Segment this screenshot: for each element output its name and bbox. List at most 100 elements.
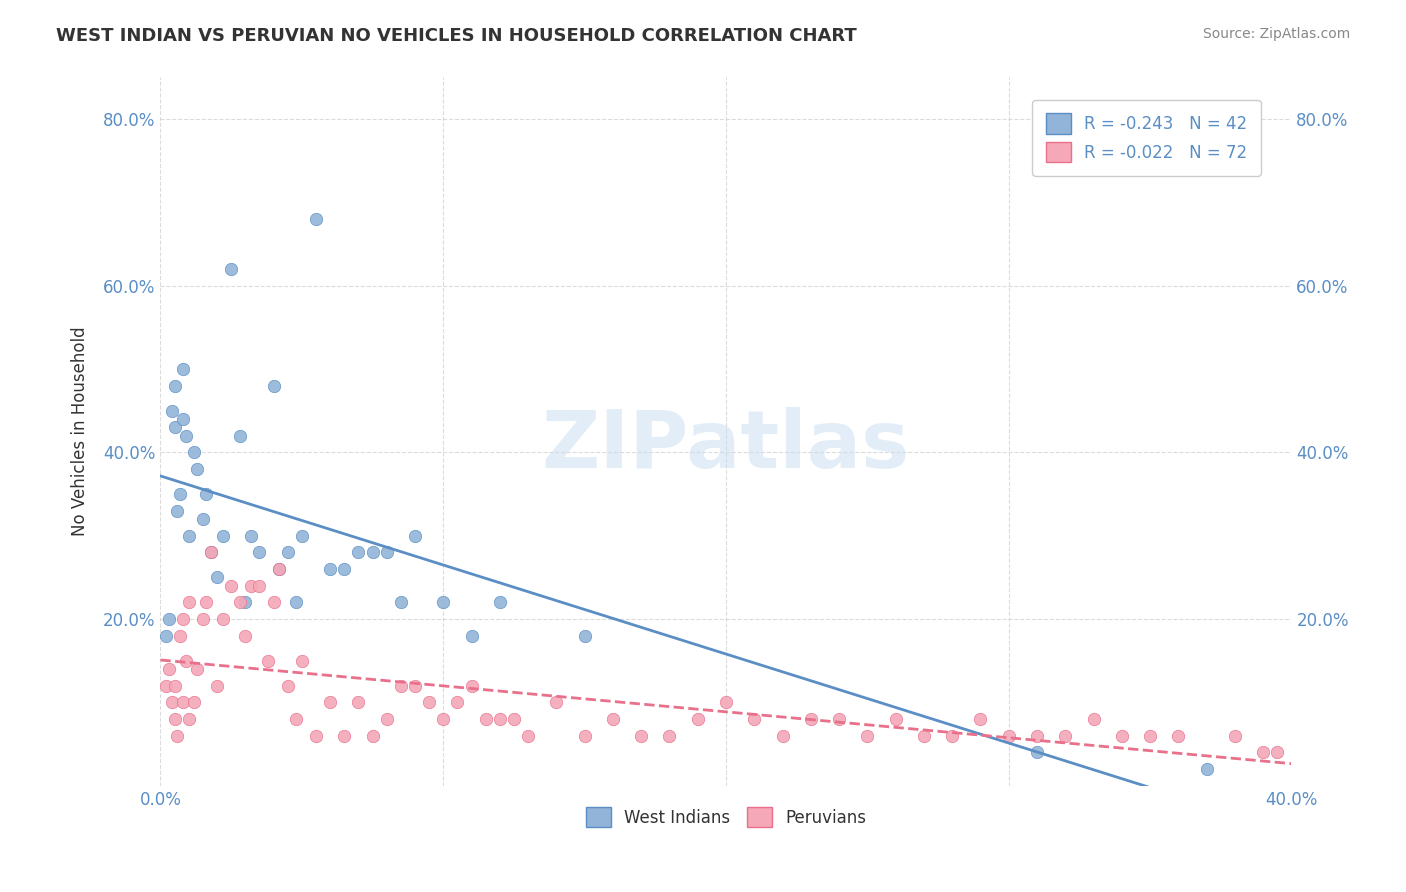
Point	[742, 712, 765, 726]
Point	[285, 595, 308, 609]
Point	[305, 212, 328, 227]
Point	[177, 595, 200, 609]
Point	[205, 570, 228, 584]
Point	[800, 712, 823, 726]
Point	[333, 562, 356, 576]
Point	[969, 712, 991, 726]
Point	[277, 679, 299, 693]
Point	[172, 362, 194, 376]
Point	[186, 462, 208, 476]
Point	[277, 545, 299, 559]
Point	[249, 545, 271, 559]
Point	[375, 712, 398, 726]
Point	[333, 729, 356, 743]
Point	[389, 679, 412, 693]
Point	[319, 562, 342, 576]
Point	[160, 404, 183, 418]
Point	[432, 712, 454, 726]
Point	[169, 487, 191, 501]
Point	[488, 595, 510, 609]
Point	[460, 629, 482, 643]
Y-axis label: No Vehicles in Household: No Vehicles in Household	[72, 326, 89, 536]
Point	[172, 412, 194, 426]
Point	[517, 729, 540, 743]
Point	[160, 696, 183, 710]
Point	[574, 729, 596, 743]
Point	[205, 679, 228, 693]
Point	[432, 595, 454, 609]
Point	[191, 512, 214, 526]
Point	[375, 545, 398, 559]
Point	[658, 729, 681, 743]
Point	[169, 629, 191, 643]
Point	[155, 629, 177, 643]
Point	[1251, 746, 1274, 760]
Point	[285, 712, 308, 726]
Point	[263, 378, 285, 392]
Point	[163, 679, 186, 693]
Point	[1139, 729, 1161, 743]
Point	[997, 729, 1019, 743]
Point	[884, 712, 907, 726]
Point	[361, 545, 384, 559]
Point	[166, 504, 188, 518]
Point	[856, 729, 879, 743]
Point	[347, 696, 370, 710]
Point	[347, 545, 370, 559]
Point	[941, 729, 963, 743]
Point	[157, 662, 180, 676]
Point	[404, 679, 426, 693]
Text: ZIPatlas: ZIPatlas	[541, 407, 910, 484]
Point	[157, 612, 180, 626]
Point	[474, 712, 496, 726]
Point	[291, 529, 314, 543]
Point	[1026, 729, 1049, 743]
Point	[155, 679, 177, 693]
Point	[418, 696, 440, 710]
Point	[630, 729, 652, 743]
Point	[211, 529, 233, 543]
Point	[263, 595, 285, 609]
Point	[446, 696, 468, 710]
Point	[172, 612, 194, 626]
Point	[219, 579, 242, 593]
Point	[305, 729, 328, 743]
Point	[1265, 746, 1288, 760]
Point	[269, 562, 291, 576]
Point	[183, 696, 205, 710]
Point	[174, 429, 197, 443]
Point	[249, 579, 271, 593]
Point	[166, 729, 188, 743]
Point	[177, 529, 200, 543]
Point	[163, 420, 186, 434]
Point	[389, 595, 412, 609]
Point	[269, 562, 291, 576]
Point	[772, 729, 794, 743]
Point	[228, 595, 250, 609]
Point	[319, 696, 342, 710]
Point	[183, 445, 205, 459]
Point	[1026, 746, 1049, 760]
Text: WEST INDIAN VS PERUVIAN NO VEHICLES IN HOUSEHOLD CORRELATION CHART: WEST INDIAN VS PERUVIAN NO VEHICLES IN H…	[56, 27, 858, 45]
Point	[191, 612, 214, 626]
Point	[219, 262, 242, 277]
Point	[291, 654, 314, 668]
Point	[172, 696, 194, 710]
Point	[1195, 762, 1218, 776]
Point	[233, 629, 256, 643]
Point	[1167, 729, 1189, 743]
Point	[361, 729, 384, 743]
Point	[177, 712, 200, 726]
Point	[1111, 729, 1133, 743]
Point	[163, 378, 186, 392]
Point	[602, 712, 624, 726]
Point	[239, 529, 262, 543]
Point	[574, 629, 596, 643]
Point	[200, 545, 222, 559]
Point	[211, 612, 233, 626]
Point	[194, 595, 217, 609]
Point	[488, 712, 510, 726]
Point	[200, 545, 222, 559]
Point	[460, 679, 482, 693]
Point	[233, 595, 256, 609]
